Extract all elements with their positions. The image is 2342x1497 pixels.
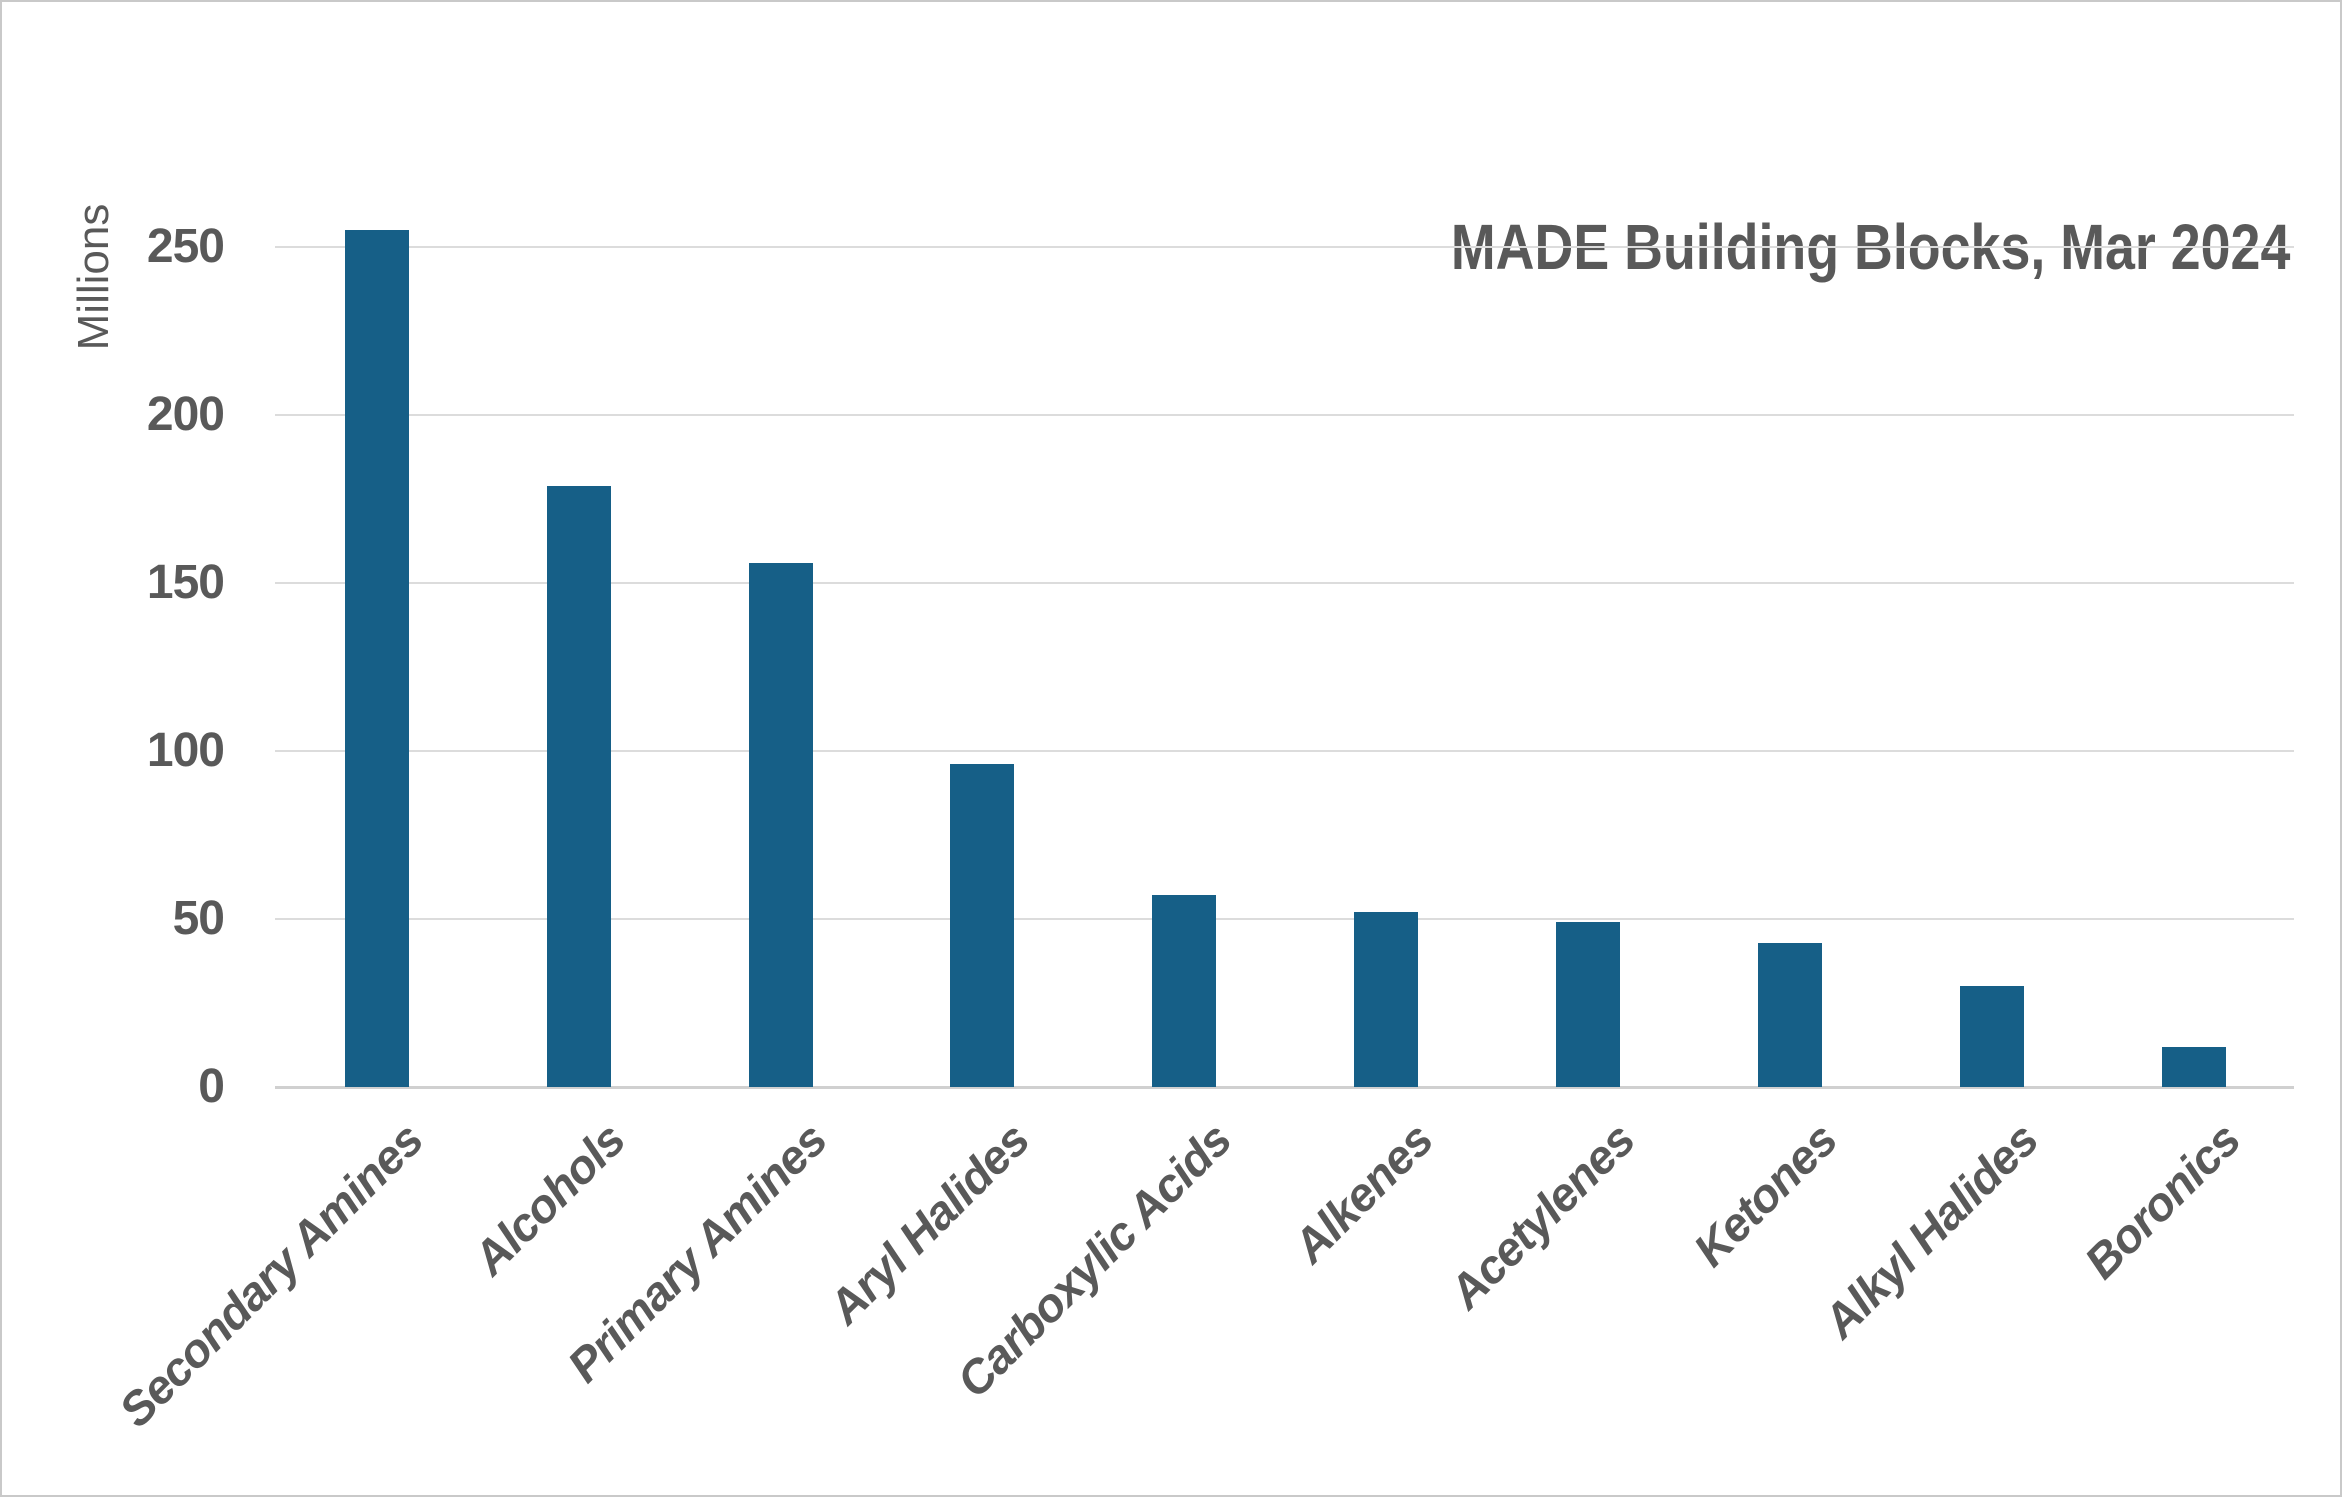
- gridline-0: [275, 1085, 2294, 1089]
- x-category-label-boronics: Boronics: [2074, 1112, 2250, 1289]
- bar-secondary-amines: [344, 230, 409, 1087]
- y-tick-label-250: 250: [146, 220, 225, 273]
- x-category-label-alcohols: Alcohols: [462, 1112, 635, 1285]
- gridline-100: [275, 750, 2294, 752]
- x-category-label-alkenes: Alkenes: [1282, 1112, 1443, 1273]
- bar-ketones: [1758, 942, 1822, 1087]
- gridline-200: [275, 414, 2294, 416]
- y-tick-label-0: 0: [198, 1060, 225, 1113]
- x-category-label-aryl-halides: Aryl Halides: [817, 1112, 1039, 1334]
- bar-alkyl-halides: [1959, 986, 2024, 1087]
- y-tick-label-50: 50: [172, 892, 225, 945]
- bar-carboxylic-acids: [1152, 895, 1217, 1087]
- y-tick-label-150: 150: [146, 556, 225, 609]
- bar-acetylenes: [1556, 922, 1621, 1087]
- y-tick-label-100: 100: [146, 724, 225, 777]
- x-category-label-acetylenes: Acetylenes: [1438, 1112, 1645, 1319]
- x-category-label-ketones: Ketones: [1682, 1112, 1847, 1277]
- bar-alcohols: [546, 485, 611, 1087]
- y-tick-label-200: 200: [146, 388, 225, 441]
- bar-primary-amines: [748, 562, 813, 1087]
- bar-boronics: [2161, 1046, 2226, 1087]
- gridline-150: [275, 582, 2294, 584]
- gridline-50: [275, 918, 2294, 920]
- bar-alkenes: [1354, 912, 1419, 1087]
- gridline-250: [275, 246, 2294, 248]
- x-category-label-secondary-amines: Secondary Amines: [108, 1112, 433, 1437]
- y-axis-title: Millions: [69, 203, 118, 351]
- x-category-label-alkyl-halides: Alkyl Halides: [1812, 1112, 2049, 1348]
- bar-aryl-halides: [950, 764, 1015, 1087]
